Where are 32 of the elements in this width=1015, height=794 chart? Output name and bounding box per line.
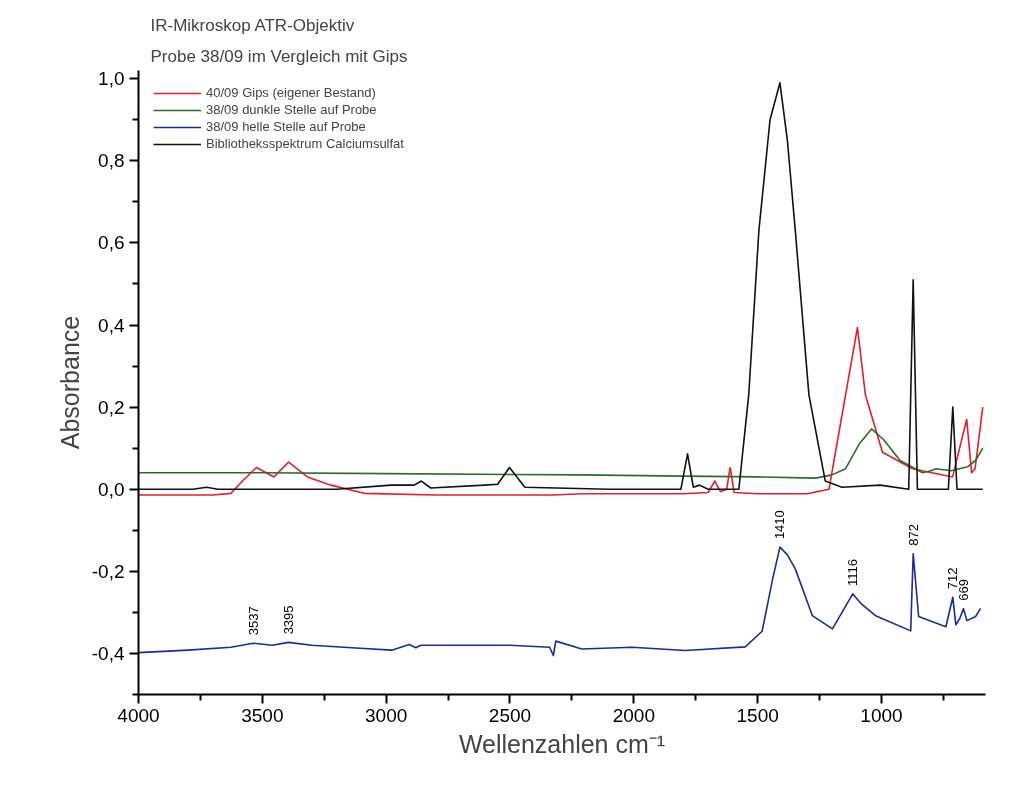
line-series [138, 82, 984, 491]
y-tick-label: 0,6 [98, 232, 125, 254]
x-tick-label: 4000 [117, 704, 160, 726]
legend-label: 40/09 Gips (eigener Bestand) [206, 85, 376, 100]
x-tick-label: 2000 [612, 704, 655, 726]
y-tick-label: 0,2 [98, 396, 125, 418]
line-series [138, 326, 984, 496]
y-tick-label: 0,8 [98, 150, 125, 172]
annotation: 872 [905, 523, 921, 546]
legend-label: 38/09 helle Stelle auf Probe [206, 119, 366, 134]
x-tick-label: 3500 [241, 704, 284, 726]
legend-label: Bibliotheksspektrum Calciumsulfat [206, 136, 404, 151]
annotation: 3395 [280, 605, 296, 635]
y-tick-label: 0,4 [98, 314, 125, 336]
chart-subtitle: Probe 38/09 im Vergleich mit Gips [150, 46, 408, 66]
chart-title: IR-Mikroskop ATR-Objektiv [150, 15, 355, 35]
line-series [138, 428, 984, 479]
x-tick-label: 1000 [860, 704, 903, 726]
x-tick-label: 1500 [736, 704, 779, 726]
y-tick-label: -0,2 [91, 560, 125, 582]
line-series [138, 546, 982, 657]
legend-label: 38/09 dunkle Stelle auf Probe [206, 102, 377, 117]
x-tick-label: 3000 [365, 704, 408, 726]
annotation: 1116 [845, 558, 861, 586]
y-tick-label: -0,4 [91, 642, 125, 664]
annotation: 1410 [772, 510, 788, 540]
x-tick-label: 2500 [488, 704, 532, 726]
y-tick-label: 1,0 [98, 68, 125, 90]
y-tick-label: 0,0 [98, 478, 125, 500]
annotation: 3537 [245, 606, 261, 636]
y-axis-title: Absorbance [55, 315, 84, 450]
x-axis-title: Wellenzahlen cm⁻¹ [458, 729, 666, 758]
